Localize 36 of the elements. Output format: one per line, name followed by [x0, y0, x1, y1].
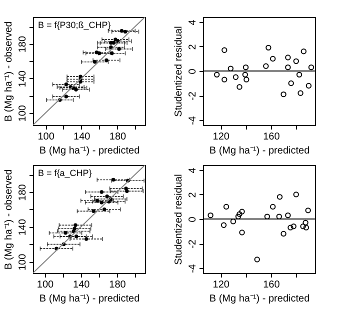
y-tick-label: 180: [18, 184, 28, 201]
y-tick-label: 4: [188, 167, 198, 174]
y-tick-label: 140: [18, 218, 28, 236]
y-tick-label: -2: [188, 91, 198, 100]
x-tick-label: 140: [74, 132, 91, 142]
x-tick-label: 140: [73, 280, 90, 290]
x-tick-label: 120: [212, 280, 230, 290]
y-tick-label: 0: [188, 216, 198, 222]
y-tick-label: 180: [18, 36, 28, 53]
x-axis-title: B (Mg ha⁻¹) - predicted: [209, 294, 310, 304]
x-axis-title: B (Mg ha⁻¹) - predicted: [39, 146, 140, 156]
annotation: B = f{P30;ß_CHP}: [38, 20, 111, 30]
y-tick-label: 140: [18, 70, 28, 88]
annotation: B = f{a_CHP}: [38, 168, 92, 178]
y-tick-label: -4: [188, 116, 198, 126]
x-tick-label: 100: [36, 280, 54, 290]
y-axis-title: B (Mg ha⁻¹) - observed: [4, 169, 14, 270]
x-axis-title: B (Mg ha⁻¹) - predicted: [209, 146, 310, 156]
y-axis-title: Studentized residual: [174, 26, 184, 117]
x-tick-label: 180: [109, 280, 126, 290]
x-tick-label: 160: [263, 132, 280, 142]
x-tick-label: 100: [38, 132, 55, 142]
y-axis-title: Studentized residual: [174, 174, 184, 265]
x-tick-label: 120: [212, 132, 230, 142]
y-tick-label: -2: [188, 239, 198, 248]
y-tick-label: 2: [188, 44, 198, 50]
x-tick-label: 180: [109, 132, 127, 142]
y-tick-label: 100: [18, 104, 28, 122]
y-tick-label: 2: [188, 192, 198, 198]
y-tick-label: 4: [188, 19, 198, 26]
y-tick-label: 0: [188, 68, 198, 74]
y-axis-title: B (Mg ha⁻¹) - observed: [4, 21, 14, 122]
y-tick-label: -4: [188, 264, 198, 274]
x-axis-title: B (Mg ha⁻¹) - predicted: [39, 294, 140, 304]
x-tick-label: 160: [263, 280, 280, 290]
y-tick-label: 100: [18, 253, 28, 271]
